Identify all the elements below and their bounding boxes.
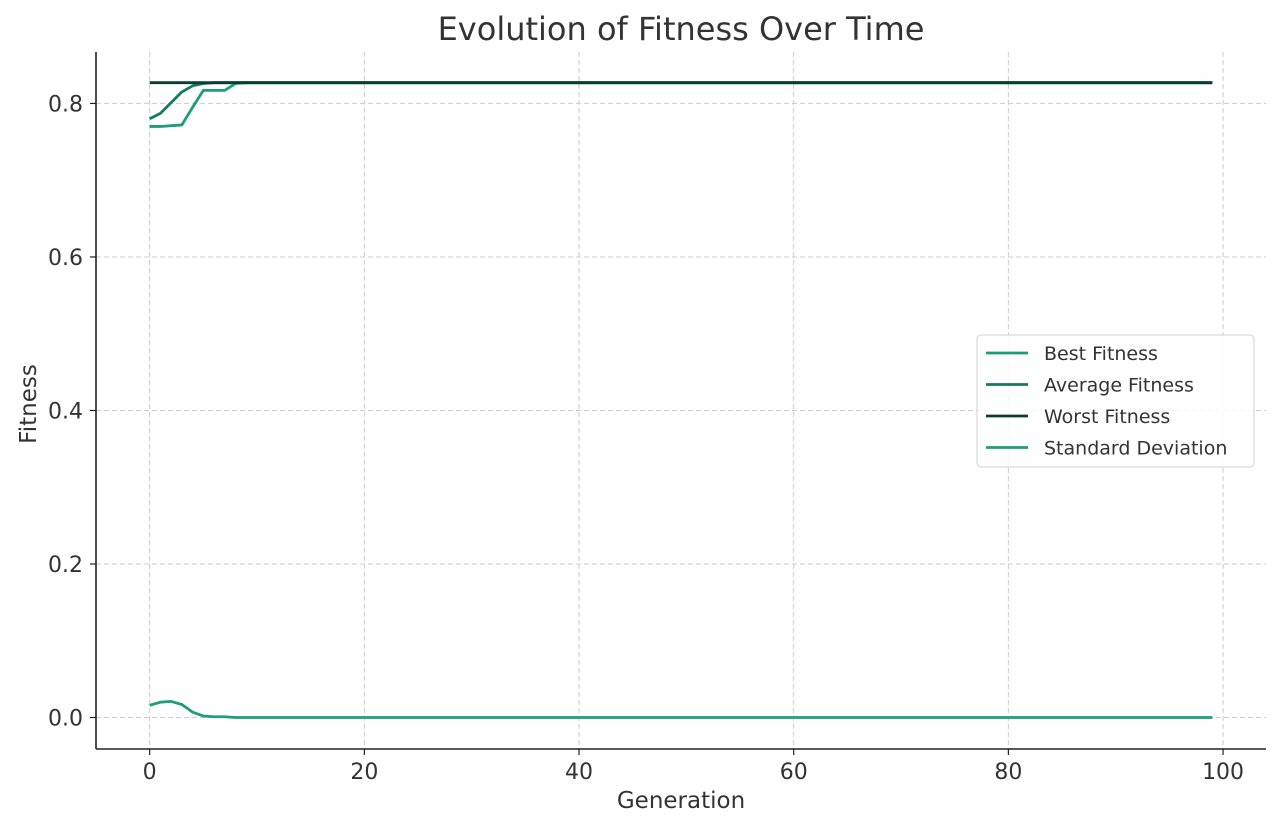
x-tick-label: 60 [780,760,808,785]
x-tick-label: 40 [565,760,593,785]
y-axis-ticks: 0.0 0.2 0.4 0.6 0.8 [48,92,96,732]
x-tick-label: 80 [994,760,1022,785]
legend-label-worst-fitness: Worst Fitness [1044,406,1170,428]
y-tick-label: 0.0 [48,707,83,732]
y-tick-label: 0.2 [48,553,83,578]
legend-box [976,334,1255,468]
series-layer [149,81,1213,719]
series-line-best-fitness [149,81,1213,128]
legend: Best Fitness Average Fitness Worst Fitness… [976,334,1255,468]
legend-label-best-fitness: Best Fitness [1044,343,1158,365]
x-tick-label: 100 [1202,760,1244,785]
chart-title: Evolution of Fitness Over Time [438,10,925,48]
y-tick-label: 0.4 [48,399,83,424]
y-axis-label: Fitness [16,364,42,444]
x-tick-label: 0 [143,760,157,785]
x-tick-label: 20 [350,760,378,785]
y-tick-label: 0.6 [48,246,83,271]
x-axis-label: Generation [617,788,745,814]
legend-label-standard-deviation: Standard Deviation [1044,438,1227,460]
y-tick-label: 0.8 [48,92,83,117]
series-line-average-fitness [149,81,1213,121]
x-axis-ticks: 0 20 40 60 80 100 [143,749,1244,785]
series-line-standard-deviation [149,700,1213,719]
legend-label-average-fitness: Average Fitness [1044,375,1194,397]
